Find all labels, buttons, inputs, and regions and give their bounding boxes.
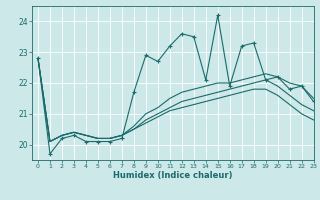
X-axis label: Humidex (Indice chaleur): Humidex (Indice chaleur): [113, 171, 233, 180]
